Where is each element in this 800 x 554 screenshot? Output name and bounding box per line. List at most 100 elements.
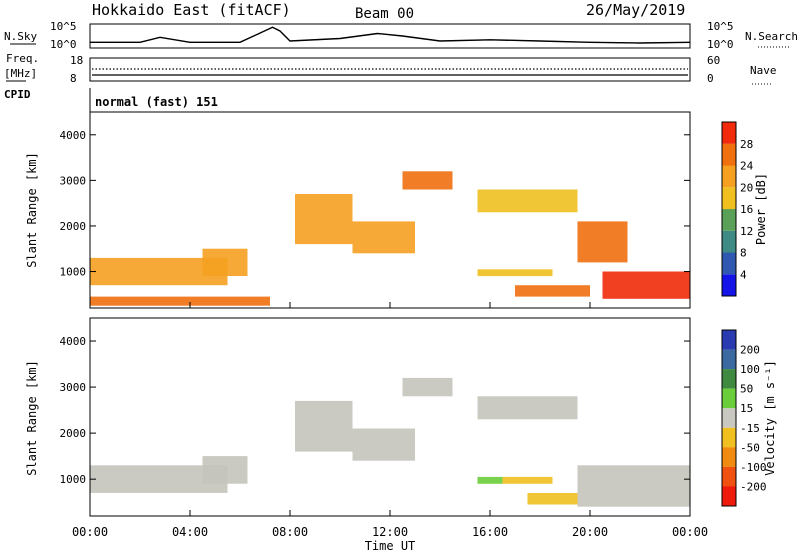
site-title: Hokkaido East (fitACF) [92,1,291,19]
freq-panel: Freq. [MHz] 18 8 60 0 Nave [4,52,777,85]
velocity-colorbar-swatch [722,330,736,350]
velocity-colorbar-tick: 200 [740,344,760,357]
velocity-colorbar-tick: -200 [740,480,767,493]
velocity-colorbar-swatch [722,369,736,389]
power-colorbar-swatch [722,230,736,253]
noise-tick-right-top: 10^5 [707,20,734,33]
power-region-8 [515,285,590,297]
power-colorbar-swatch [722,165,736,188]
power-region-1 [90,296,270,306]
noise-tick-left-top: 10^5 [50,20,77,33]
range-tick-label: 2000 [60,427,87,440]
range-tick-label: 3000 [60,174,87,187]
range-tick-label: 4000 [60,335,87,348]
velocity-heatmap [90,377,690,507]
vel-region-3 [352,428,415,461]
nave-tick-bottom: 0 [707,72,714,85]
range-tick-label: 1000 [60,473,87,486]
nsearch-trace [90,26,691,44]
vel-region-8 [527,493,578,505]
power-region-6 [477,269,553,277]
cpid-label: CPID [4,88,31,101]
velocity-range-ticks: 1000 2000 3000 4000 [60,335,690,486]
velocity-colorbar-swatch [722,349,736,370]
vel-region-2 [295,400,353,452]
velocity-colorbar-swatches [722,330,736,506]
power-range-ticks: 1000 2000 3000 4000 [60,129,690,279]
power-colorbar-swatch [722,274,736,297]
range-tick-label: 1000 [60,266,87,279]
date-title: 26/May/2019 [586,1,685,19]
velocity-colorbar-tick: 100 [740,363,760,376]
range-tick-label: 3000 [60,381,87,394]
noise-tick-right-bottom: 10^0 [707,38,734,51]
velocity-panel: 1000 2000 3000 4000 00:00 04:00 08:00 12:00 16:… [25,317,708,553]
freq-tick-top: 18 [70,54,83,67]
cpid-value: normal (fast) 151 [95,95,218,109]
velocity-colorbar-swatch [722,466,736,487]
time-tick-label: 12:00 [372,525,408,539]
velocity-colorbar-swatch [722,388,736,409]
power-colorbar-ticks: 4 8 12 16 20 24 28 [740,138,754,282]
power-region-3 [295,194,353,245]
nave-label: Nave [750,64,777,77]
range-tick-label: 4000 [60,129,87,142]
range-tick-label: 2000 [60,220,87,233]
nsearch-label: N.Search [745,30,798,43]
nsky-label: N.Sky [4,30,37,43]
power-colorbar-swatch [722,122,736,144]
power-region-4 [352,221,415,254]
velocity-colorbar-tick: 50 [740,383,753,396]
power-colorbar-tick: 8 [740,247,747,260]
time-tick-label: 00:00 [672,525,708,539]
power-colorbar-tick: 4 [740,268,747,281]
power-colorbar-frame [721,121,737,297]
power-heatmap [90,171,690,306]
power-colorbar-swatch [722,252,736,275]
time-tick-label: 20:00 [572,525,608,539]
freq-unit-label: [MHz] [4,67,37,80]
power-ylabel: Slant Range [km] [25,152,39,268]
time-tick-label: 04:00 [172,525,208,539]
noise-panel: N.Sky N.Search 10^5 10^0 10^5 10^0 [4,20,798,51]
velocity-colorbar-swatch [722,447,736,467]
power-time-ticks [89,302,691,308]
time-xlabel: Time UT [365,539,416,553]
power-region-9 [577,221,628,263]
velocity-colorbar-tick: 15 [740,402,753,415]
velocity-colorbar: 200 100 50 15 -15 -50 -100 -200 Velocity [m s⁻¹… [721,329,777,507]
velocity-colorbar-tick: -50 [740,441,760,454]
noise-frame [89,23,691,49]
velocity-colorbar-swatch [722,408,736,428]
power-colorbar-tick: 24 [740,160,754,173]
power-colorbar-swatch [722,143,736,166]
nave-tick-top: 60 [707,54,720,67]
freq-label: Freq. [6,52,39,65]
vel-region-9 [577,465,690,507]
vel-region-5 [477,396,578,420]
power-colorbar-label: Power [dB] [754,173,768,245]
freq-tick-bottom: 8 [70,72,77,85]
power-region-7 [477,189,578,213]
time-tick-label: 08:00 [272,525,308,539]
velocity-colorbar-frame [721,329,737,507]
beam-title: Beam 00 [355,6,414,22]
noise-tick-left-bottom: 10^0 [50,38,77,51]
power-colorbar-tick: 20 [740,181,753,194]
velocity-colorbar-swatch [722,486,736,506]
vel-region-7 [502,476,553,484]
velocity-ylabel: Slant Range [km] [25,360,39,476]
power-colorbar-swatch [722,209,736,231]
vel-region-4 [402,377,453,397]
power-colorbar-tick: 16 [740,203,753,216]
vel-region-1 [202,456,248,484]
freq-frame [89,57,691,82]
power-colorbar: 4 8 12 16 20 24 28 Power [dB] [721,121,768,297]
velocity-colorbar-tick: -100 [740,461,767,474]
time-tick-label: 00:00 [72,525,108,539]
velocity-time-ticks: 00:00 04:00 08:00 12:00 16:00 20:00 00:00 [72,510,708,539]
power-region-2 [202,248,248,276]
velocity-colorbar-label: Velocity [m s⁻¹] [763,360,777,476]
power-colorbar-swatches [722,122,736,297]
